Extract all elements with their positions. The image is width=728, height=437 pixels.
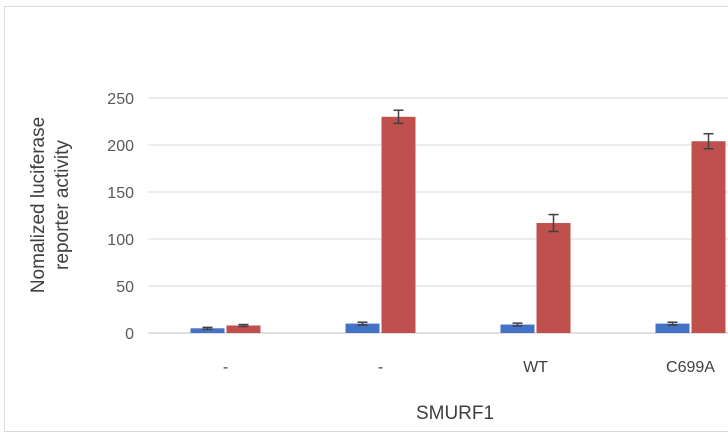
x-axis-title: SMURF1 [416,403,494,424]
x-category-labels: - - WT C699A [223,359,715,376]
bar-series1-cat2 [345,323,380,333]
y-axis-title-line-1: Nomalized luciferase [28,117,49,293]
y-tick-label: 0 [125,326,134,343]
chart-frame [4,6,728,432]
bar-series2-cat1 [226,325,261,333]
y-tick-label: 250 [107,91,134,108]
bar-series2-cat4 [691,141,726,333]
x-category-label: - [378,359,383,376]
bar-series1-cat1 [190,328,225,333]
gridlines [148,97,728,334]
x-category-label: - [223,359,228,376]
bar-series1-cat4 [655,323,690,333]
y-tick-labels: 0 50 100 150 200 250 [107,91,134,343]
bars [190,116,726,333]
y-tick-label: 200 [107,138,134,155]
error-bars [202,109,714,330]
bar-series1-cat3 [500,324,535,333]
y-tick-label: 50 [116,279,134,296]
y-tick-label: 150 [107,185,134,202]
y-axis-title-line-2: reporter activity [52,140,73,270]
x-category-label: WT [523,359,548,376]
bar-series2-cat3 [536,223,571,333]
bar-series2-cat2 [381,116,416,333]
x-category-label: C699A [666,359,715,376]
y-tick-label: 100 [107,232,134,249]
